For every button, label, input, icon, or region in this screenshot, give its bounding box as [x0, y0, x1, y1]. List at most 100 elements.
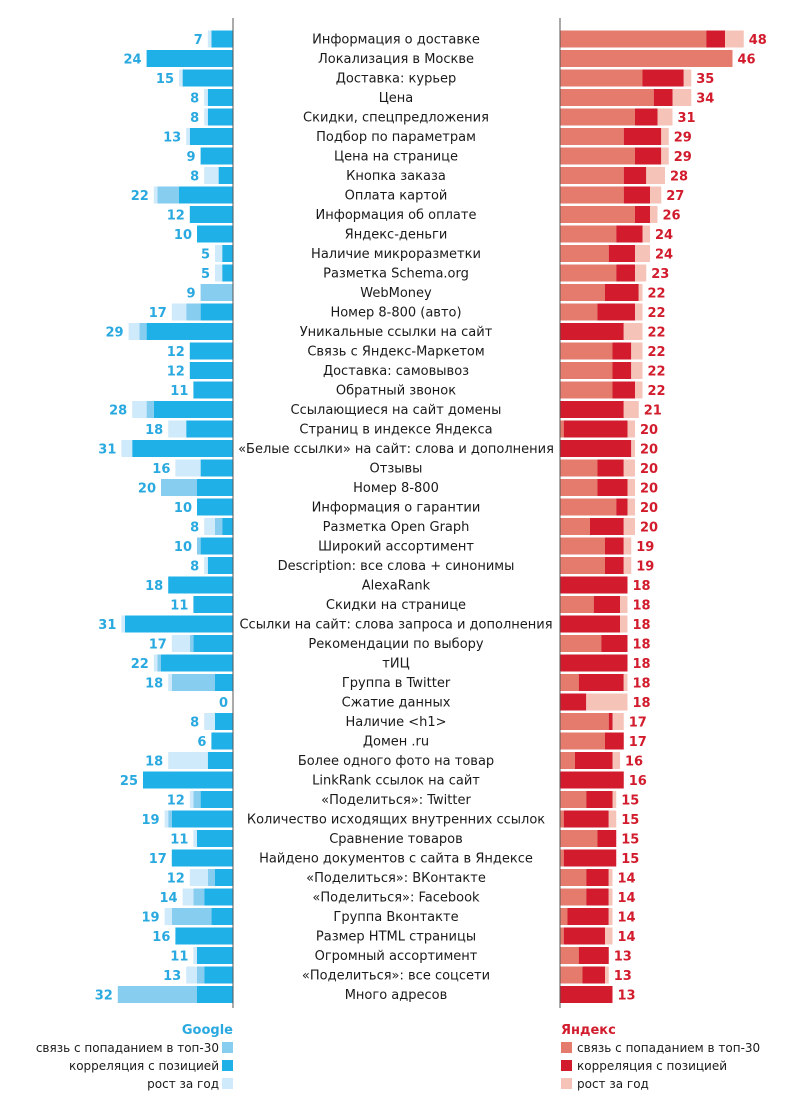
- yandex-growth-bar: [672, 89, 692, 106]
- google-value-label: 16: [152, 462, 170, 477]
- yandex-correlation-bar: [597, 459, 624, 477]
- yandex-link-bar: [560, 108, 635, 126]
- yandex-growth-bar: [725, 30, 744, 48]
- google-link-bar: [171, 674, 215, 691]
- yandex-correlation-bar: [560, 576, 628, 594]
- google-growth-bar: [193, 830, 197, 847]
- yandex-correlation-bar: [560, 693, 587, 711]
- yandex-value-label: 19: [636, 540, 654, 555]
- yandex-link-bar: [560, 459, 598, 477]
- yandex-link-bar: [560, 362, 613, 379]
- yandex-value-label: 15: [621, 813, 639, 828]
- category-label: Домен .ru: [363, 735, 429, 750]
- google-value-label: 10: [174, 228, 192, 243]
- yandex-link-bar: [560, 50, 733, 67]
- legend-google-swatch-growth: [222, 1078, 233, 1089]
- legend-yandex-swatch-link: [561, 1042, 572, 1053]
- category-label: Ссылающиеся на сайт домены: [291, 403, 502, 418]
- category-label: «Белые ссылки» на сайт: слова и дополнен…: [238, 442, 554, 457]
- yandex-value-label: 23: [651, 267, 669, 282]
- yandex-correlation-bar: [590, 518, 624, 535]
- google-correlation-bar: [186, 420, 233, 438]
- yandex-value-label: 20: [640, 462, 658, 477]
- yandex-link-bar: [560, 420, 564, 438]
- category-label: Подбор по параметрам: [316, 130, 476, 145]
- yandex-link-bar: [560, 518, 590, 535]
- yandex-value-label: 14: [618, 872, 636, 887]
- yandex-link-bar: [560, 713, 609, 730]
- yandex-growth-bar: [623, 401, 639, 418]
- yandex-value-label: 15: [621, 794, 639, 809]
- yandex-link-bar: [560, 284, 605, 301]
- yandex-link-bar: [560, 186, 624, 204]
- category-label: Номер 8-800 (авто): [330, 306, 461, 321]
- google-value-label: 29: [106, 326, 124, 341]
- google-growth-bar: [204, 518, 215, 535]
- google-value-label: 11: [170, 599, 188, 614]
- yandex-link-bar: [560, 167, 624, 184]
- google-growth-bar: [189, 869, 208, 886]
- yandex-value-label: 24: [655, 248, 673, 263]
- google-correlation-bar: [200, 147, 233, 165]
- yandex-correlation-bar: [567, 908, 609, 925]
- legend-google-item-growth: рост за год: [147, 1077, 219, 1091]
- google-value-label: 18: [145, 423, 163, 438]
- google-value-label: 8: [190, 560, 199, 575]
- yandex-value-label: 20: [640, 521, 658, 536]
- yandex-link-bar: [560, 596, 594, 613]
- yandex-value-label: 14: [618, 930, 636, 945]
- google-growth-bar: [121, 440, 133, 457]
- yandex-correlation-bar: [605, 732, 624, 750]
- google-link-bar: [161, 479, 197, 496]
- yandex-link-bar: [560, 947, 579, 964]
- yandex-link-bar: [560, 810, 564, 828]
- category-label: Наличие <h1>: [345, 715, 446, 730]
- yandex-correlation-bar: [560, 654, 628, 672]
- yandex-link-bar: [560, 381, 613, 399]
- google-value-label: 22: [131, 657, 149, 672]
- yandex-growth-bar: [650, 186, 662, 204]
- yandex-growth-bar: [661, 147, 669, 165]
- yandex-link-bar: [560, 830, 598, 847]
- category-label: Ссылки на сайт: слова запроса и дополнен…: [239, 618, 552, 633]
- yandex-growth-bar: [623, 518, 635, 535]
- google-value-label: 12: [167, 345, 185, 360]
- google-correlation-bar: [189, 206, 233, 223]
- yandex-correlation-bar: [560, 323, 624, 340]
- google-correlation-bar: [211, 908, 233, 925]
- yandex-value-label: 19: [636, 560, 654, 575]
- chart-rows: 7 Информация о доставке 48 24 Локализация в …: [95, 30, 767, 1004]
- yandex-correlation-bar: [597, 830, 617, 847]
- yandex-value-label: 18: [633, 677, 651, 692]
- google-link-bar: [157, 654, 161, 672]
- yandex-link-bar: [560, 732, 605, 750]
- category-label: Уникальные ссылки на сайт: [300, 325, 493, 340]
- google-value-label: 6: [197, 735, 206, 750]
- yandex-correlation-bar: [608, 713, 613, 730]
- google-growth-bar: [121, 615, 125, 633]
- google-correlation-bar: [200, 303, 233, 321]
- yandex-correlation-bar: [586, 888, 609, 906]
- legend-google-title: Google: [182, 1023, 233, 1038]
- google-link-bar: [193, 791, 201, 808]
- category-label: «Поделиться»: Twitter: [321, 793, 471, 808]
- google-value-label: 14: [160, 891, 178, 906]
- google-link-bar: [168, 810, 172, 828]
- google-correlation-bar: [197, 986, 233, 1003]
- yandex-value-label: 22: [648, 287, 666, 302]
- legend-yandex-item-link: связь с попаданием в топ-30: [577, 1041, 760, 1055]
- google-correlation-bar: [197, 947, 233, 964]
- google-growth-bar: [132, 401, 147, 418]
- yandex-value-label: 18: [633, 696, 651, 711]
- yandex-correlation-bar: [635, 108, 658, 126]
- google-value-label: 8: [190, 716, 199, 731]
- google-growth-bar: [128, 323, 140, 340]
- category-label: Наличие микроразметки: [311, 247, 481, 262]
- google-correlation-bar: [197, 225, 233, 243]
- category-label: Огромный ассортимент: [315, 949, 478, 964]
- yandex-growth-bar: [627, 420, 635, 438]
- yandex-growth-bar: [631, 362, 643, 379]
- legend-yandex-title: Яндекс: [561, 1023, 616, 1038]
- yandex-value-label: 27: [666, 189, 684, 204]
- google-value-label: 10: [174, 540, 192, 555]
